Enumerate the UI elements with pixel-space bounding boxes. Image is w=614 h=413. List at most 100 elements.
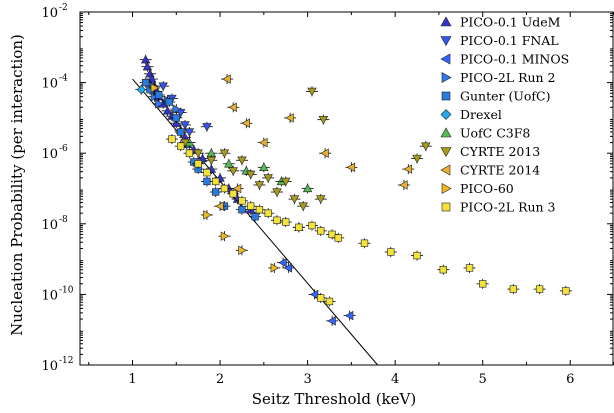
legend-marker: [440, 53, 451, 65]
data-point: [238, 245, 247, 255]
y-tick-exponent: -2: [59, 3, 68, 13]
series-8: [214, 74, 415, 212]
data-point: [142, 61, 153, 71]
data-point: [479, 280, 487, 288]
data-point: [197, 153, 208, 163]
data-point: [278, 257, 287, 268]
data-point: [412, 154, 422, 164]
data-point: [272, 188, 282, 197]
legend-marker: [440, 16, 452, 27]
data-point: [316, 195, 326, 204]
legend-marker: [441, 71, 452, 84]
x-tick-label: 4: [391, 372, 399, 387]
data-point: [289, 195, 300, 204]
data-point: [282, 218, 290, 226]
y-tick-exponent: -8: [59, 215, 68, 225]
legend-entry: PICO-60: [460, 181, 514, 196]
data-point: [202, 123, 212, 132]
data-point: [238, 197, 246, 205]
data-point: [162, 106, 173, 115]
data-point: [317, 294, 325, 302]
data-point: [140, 54, 151, 64]
x-tick-label: 5: [479, 372, 487, 387]
legend-entry: PICO-2L Run 2: [460, 70, 556, 85]
x-tick-label: 2: [216, 372, 224, 387]
data-point: [241, 118, 250, 128]
data-point: [220, 231, 230, 241]
data-point: [399, 180, 408, 190]
data-point: [270, 263, 280, 273]
data-point: [259, 137, 268, 148]
data-point: [220, 184, 229, 193]
legend-entry: PICO-2L Run 3: [460, 200, 556, 215]
series-9: [148, 82, 281, 273]
y-tick-label: 10: [41, 77, 58, 92]
y-tick-exponent: -10: [59, 285, 74, 295]
legend-entry: CYRTE 2013: [460, 144, 540, 159]
data-point: [222, 74, 231, 84]
data-point: [224, 158, 234, 168]
data-point: [155, 99, 164, 109]
legend-marker: [441, 182, 452, 195]
data-point: [165, 98, 173, 106]
data-point: [328, 230, 336, 239]
data-point: [327, 316, 336, 326]
plot-frame: [79, 11, 614, 366]
data-point: [228, 167, 238, 176]
data-point: [465, 264, 474, 272]
data-point: [150, 83, 160, 93]
legend-entry: CYRTE 2014: [460, 163, 540, 178]
series-1: [157, 81, 213, 138]
y-tick-exponent: -12: [59, 356, 74, 366]
data-point: [237, 156, 247, 166]
data-point: [320, 148, 329, 158]
data-point: [177, 142, 185, 150]
data-point: [215, 201, 224, 211]
data-point: [212, 188, 220, 196]
legend-marker: [440, 127, 452, 138]
data-point: [238, 206, 246, 214]
legend-marker: [440, 36, 452, 47]
data-point: [247, 202, 255, 210]
data-point: [308, 221, 316, 230]
data-point: [232, 183, 242, 194]
data-point: [259, 162, 269, 171]
y-tick-exponent: -4: [59, 74, 68, 84]
data-point: [141, 78, 150, 87]
data-point: [413, 251, 421, 260]
data-point: [403, 164, 412, 174]
data-point: [168, 135, 176, 143]
legend-marker: [441, 91, 451, 101]
data-point: [136, 85, 146, 95]
data-point: [509, 285, 517, 293]
data-point: [318, 116, 329, 125]
data-point: [245, 170, 256, 180]
data-point: [307, 87, 317, 97]
y-tick-exponent: -6: [59, 144, 68, 154]
y-tick-label: 10: [41, 147, 58, 162]
data-point: [180, 121, 190, 130]
data-point: [193, 149, 203, 159]
legend-entry: UofC C3F8: [460, 126, 530, 141]
legend-marker: [440, 147, 452, 158]
series-6: [183, 137, 314, 194]
data-point: [155, 91, 163, 99]
legend-entry: Drexel: [460, 107, 502, 122]
data-point: [206, 156, 217, 166]
data-point: [194, 160, 202, 168]
data-point: [158, 82, 168, 91]
y-tick-label: 10: [41, 218, 58, 233]
x-tick-label: 3: [303, 372, 311, 387]
data-point: [325, 297, 334, 306]
data-point: [177, 128, 185, 136]
fit-line: [132, 78, 379, 366]
legend-entry: PICO-0.1 UdeM: [460, 15, 561, 30]
x-axis-label: Seitz Threshold (keV): [252, 390, 416, 408]
data-point: [302, 183, 313, 193]
data-point: [229, 190, 237, 198]
data-point: [344, 310, 354, 321]
data-point: [535, 285, 544, 293]
data-point: [421, 142, 431, 151]
data-point: [273, 216, 281, 224]
